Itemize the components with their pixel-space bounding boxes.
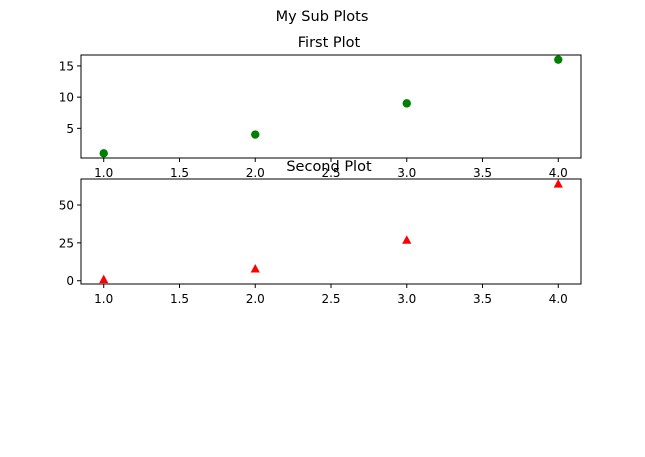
subplot-2: Second Plot 1.0 1.5 2.0 2.5 3.0 3.5 4.0 0 25 50 xyxy=(59,159,582,306)
x-tick-label: 1.0 xyxy=(94,292,113,306)
y-tick-label: 0 xyxy=(66,274,74,288)
y-tick-label: 15 xyxy=(59,59,74,73)
x-tick-label: 2.0 xyxy=(246,292,265,306)
data-point xyxy=(402,99,411,108)
subplot-1: First Plot 1.0 1.5 2.0 2.5 3.0 3.5 4.0 5 10 15 xyxy=(59,35,582,180)
x-tick-label: 1.0 xyxy=(94,166,113,180)
data-point xyxy=(251,130,260,139)
x-tick-label: 4.0 xyxy=(549,292,568,306)
x-tick-label: 4.0 xyxy=(549,166,568,180)
x-tick-label: 1.5 xyxy=(170,292,189,306)
figure-suptitle: My Sub Plots xyxy=(276,9,369,25)
data-point xyxy=(250,264,260,273)
x-tick-label: 3.0 xyxy=(397,292,416,306)
data-point xyxy=(554,55,563,64)
x-tick-label: 1.5 xyxy=(170,166,189,180)
x-tick-label: 3.5 xyxy=(473,166,492,180)
x-tick-label: 3.0 xyxy=(397,166,416,180)
data-point xyxy=(99,274,109,284)
x-tick-label: 3.5 xyxy=(473,292,492,306)
y-tick-label: 25 xyxy=(59,236,74,250)
y-tick-label: 5 xyxy=(66,122,74,136)
data-point xyxy=(553,179,563,188)
x-tick-label: 2.0 xyxy=(246,166,265,180)
data-point xyxy=(99,149,108,158)
subplot-title: Second Plot xyxy=(286,159,372,175)
x-tick-label: 2.5 xyxy=(321,166,340,180)
y-tick-label: 50 xyxy=(59,198,74,212)
x-tick-label: 2.5 xyxy=(321,292,340,306)
y-tick-label: 10 xyxy=(59,91,74,105)
data-point xyxy=(402,235,412,244)
subplot-title: First Plot xyxy=(298,35,361,51)
subplots-container: First Plot 1.0 1.5 2.0 2.5 3.0 3.5 4.0 5 10 15 Seco… xyxy=(59,35,582,306)
